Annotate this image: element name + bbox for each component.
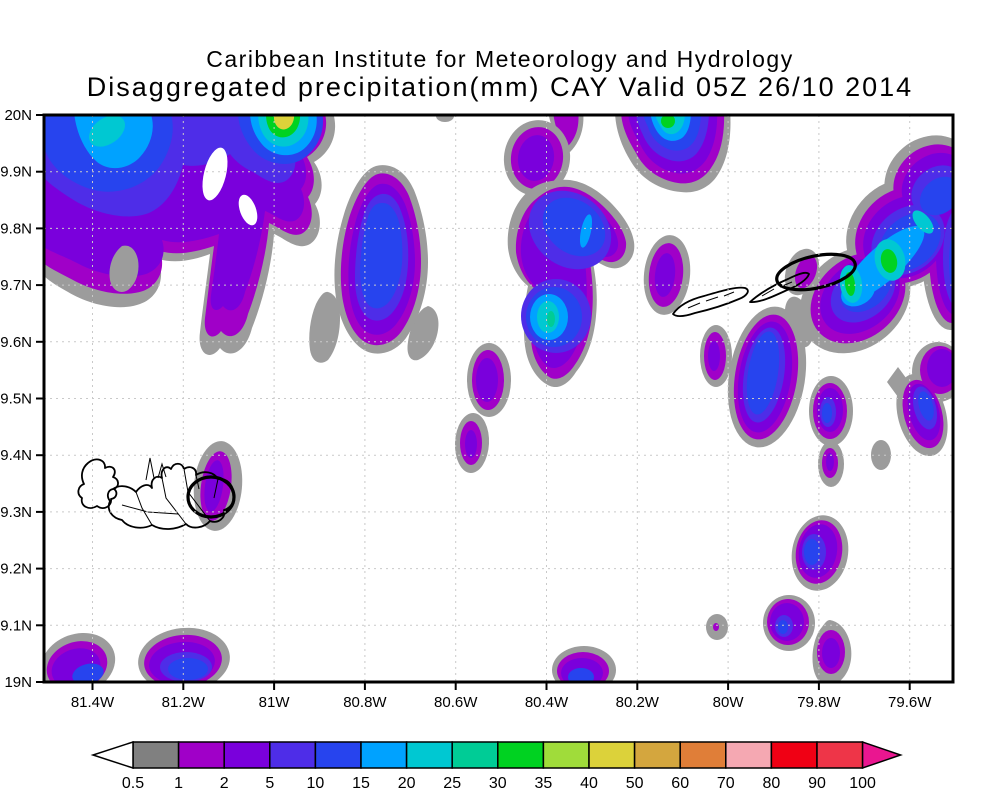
colorbar-label: 0.5	[122, 775, 144, 792]
lon-tick-label: 80.4W	[525, 694, 569, 711]
station-ring-cayman-brac	[775, 252, 857, 292]
lon-tick-label: 81.4W	[71, 694, 115, 711]
lat-tick-label: 19.5N	[0, 391, 32, 408]
colorbar-legend: 0.5 1 2 5 10 15 20 25 30 35 40 50 60 70 80 90 100	[90, 740, 903, 792]
colorbar-segment	[542, 741, 590, 769]
colorbar-segment	[588, 741, 636, 769]
colorbar-segment	[633, 741, 681, 769]
lat-tick-label: 19.8N	[0, 220, 32, 237]
colorbar-segment	[816, 741, 864, 769]
lat-tick-label: 20N	[4, 107, 32, 124]
lat-tick-label: 19N	[4, 674, 32, 691]
colorbar-segment	[405, 741, 453, 769]
lon-tick-label: 81.2W	[162, 694, 206, 711]
axis-ticks-and-labels: 81.4W 81.2W 81W 80.8W 80.6W 80.4W 80.2W 80W 79.8…	[0, 107, 932, 711]
chart-title-institution: Caribbean Institute for Meteorology and …	[206, 46, 794, 72]
lat-tick-label: 19.2N	[0, 561, 32, 578]
little-cayman-island	[672, 286, 749, 318]
colorbar-segment	[132, 741, 180, 769]
colorbar-label: 25	[443, 775, 461, 792]
colorbar-segment	[679, 741, 727, 769]
lon-tick-label: 80.8W	[343, 694, 387, 711]
colorbar-segment	[223, 741, 271, 769]
colorbar-label: 35	[535, 775, 553, 792]
colorbar-label: 20	[398, 775, 416, 792]
lat-tick-label: 19.6N	[0, 334, 32, 351]
chart-title-main: Disaggregated precipitation(mm) CAY Vali…	[86, 72, 914, 102]
colorbar-label: 90	[808, 775, 826, 792]
colorbar-segment	[269, 741, 317, 769]
lon-tick-label: 79.8W	[797, 694, 841, 711]
colorbar-label: 5	[265, 775, 274, 792]
colorbar-label: 15	[352, 775, 370, 792]
lat-tick-label: 19.4N	[0, 447, 32, 464]
lat-tick-label: 19.9N	[0, 164, 32, 181]
colorbar-label: 1	[174, 775, 183, 792]
colorbar-segment	[451, 741, 499, 769]
colorbar-label: 100	[849, 775, 876, 792]
colorbar-segment	[177, 741, 225, 769]
colorbar-label: 2	[220, 775, 229, 792]
map-gridlines	[44, 115, 953, 682]
lat-tick-label: 19.1N	[0, 617, 32, 634]
station-ring-grand-cayman	[186, 475, 236, 519]
colorbar-label: 30	[489, 775, 507, 792]
lon-tick-label: 81W	[259, 694, 291, 711]
island-outlines	[77, 252, 857, 530]
colorbar-under-arrow	[90, 740, 134, 770]
lon-tick-label: 80.6W	[434, 694, 478, 711]
lat-tick-label: 19.7N	[0, 277, 32, 294]
colorbar-label: 80	[763, 775, 781, 792]
colorbar-segment	[725, 741, 773, 769]
colorbar-label: 50	[626, 775, 644, 792]
colorbar-segment	[314, 741, 362, 769]
colorbar-segment	[770, 741, 818, 769]
colorbar-label: 70	[717, 775, 735, 792]
lon-tick-label: 80.2W	[616, 694, 660, 711]
grand-cayman-island	[77, 457, 236, 530]
colorbar-segment	[360, 741, 408, 769]
colorbar-over-arrow	[861, 740, 903, 770]
lon-tick-label: 79.6W	[888, 694, 932, 711]
colorbar-segment	[497, 741, 545, 769]
precip-contour-layers	[44, 114, 953, 683]
lon-tick-label: 80W	[713, 694, 745, 711]
cayman-brac-island	[749, 252, 857, 303]
colorbar-label: 40	[580, 775, 598, 792]
colorbar-label: 60	[671, 775, 689, 792]
lat-tick-label: 19.3N	[0, 504, 32, 521]
colorbar-label: 10	[307, 775, 325, 792]
